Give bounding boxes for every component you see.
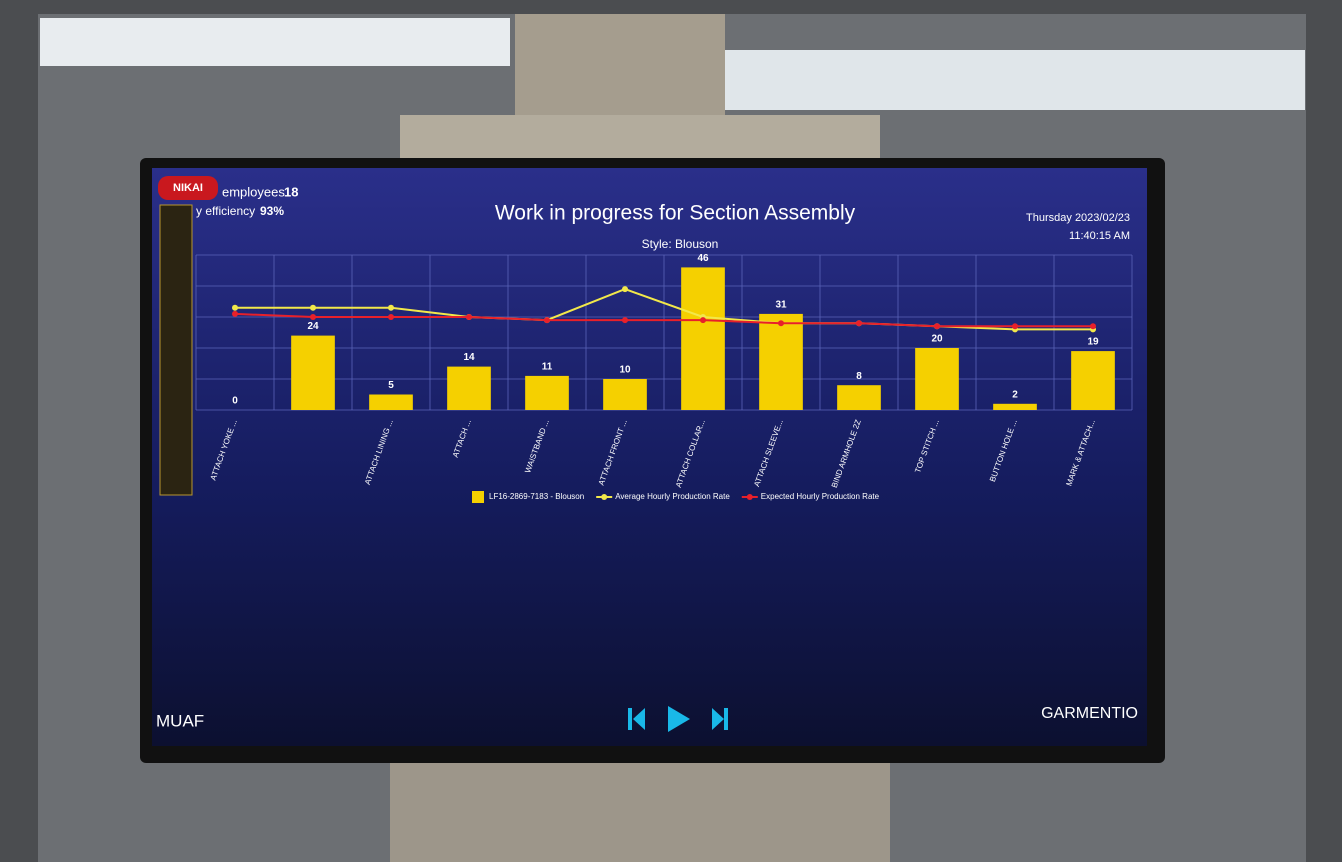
line-marker bbox=[700, 317, 706, 324]
bar bbox=[369, 394, 413, 410]
line-marker bbox=[544, 317, 550, 324]
line bbox=[234, 312, 1093, 328]
play-button[interactable] bbox=[668, 706, 690, 732]
footer-right: GARMENTIO bbox=[1041, 705, 1138, 722]
bar bbox=[681, 267, 725, 410]
line-marker bbox=[934, 323, 940, 330]
line-marker bbox=[778, 320, 784, 327]
chart-subtitle: Style: Blouson bbox=[642, 237, 719, 251]
chart-title: Work in progress for Section Assembly bbox=[495, 202, 856, 225]
bar bbox=[837, 385, 881, 410]
legend-swatch bbox=[601, 494, 608, 500]
value-label: 8 bbox=[856, 371, 862, 382]
line-marker bbox=[388, 314, 394, 320]
line-marker bbox=[1090, 323, 1096, 330]
time: 11:40:15 AM bbox=[1069, 230, 1130, 242]
value-label: 0 bbox=[232, 396, 238, 407]
tv-screen bbox=[152, 168, 1147, 746]
line-marker bbox=[232, 310, 238, 317]
value-label: 24 bbox=[307, 321, 319, 332]
line-marker bbox=[466, 314, 472, 320]
value-label: 10 bbox=[619, 365, 631, 376]
value-label: 19 bbox=[1087, 337, 1099, 348]
bar bbox=[291, 335, 335, 410]
bar bbox=[603, 379, 647, 410]
value-label: 20 bbox=[931, 334, 943, 345]
ceiling-light bbox=[725, 50, 1305, 110]
previous-button[interactable] bbox=[628, 708, 645, 730]
bar bbox=[525, 375, 569, 410]
value-label: 46 bbox=[697, 253, 709, 264]
sticker-strip bbox=[159, 204, 193, 496]
bar bbox=[1071, 351, 1115, 410]
line-marker bbox=[622, 286, 628, 293]
legend-label: LF16-2869-7183 - Blouson bbox=[489, 492, 584, 501]
brand-badge bbox=[158, 176, 218, 200]
line-marker bbox=[388, 304, 394, 311]
legend-swatch bbox=[472, 491, 484, 503]
efficiency-label: y efficiency bbox=[196, 204, 255, 218]
line-marker bbox=[232, 304, 238, 311]
line-marker bbox=[622, 317, 628, 324]
legend-label: Expected Hourly Production Rate bbox=[761, 492, 880, 501]
ceiling-light bbox=[40, 18, 510, 66]
line-marker bbox=[1012, 323, 1018, 330]
bar bbox=[447, 366, 491, 410]
value-label: 2 bbox=[1012, 389, 1018, 400]
date: Thursday 2023/02/23 bbox=[1026, 212, 1130, 224]
line-marker bbox=[856, 320, 862, 327]
legend-swatch bbox=[746, 494, 753, 500]
value-label: 11 bbox=[542, 362, 553, 373]
pillar bbox=[515, 14, 725, 124]
bar bbox=[993, 403, 1037, 410]
next-button[interactable] bbox=[712, 708, 728, 730]
brand: NIKAI bbox=[173, 182, 203, 194]
bar bbox=[759, 313, 803, 410]
pillar bbox=[390, 755, 890, 862]
employees-count: 18 bbox=[284, 184, 298, 199]
efficiency-value: 93% bbox=[260, 204, 284, 218]
footer-left: MUAF bbox=[156, 711, 204, 730]
line-marker bbox=[310, 304, 316, 311]
value-label: 31 bbox=[775, 300, 787, 311]
value-label: 5 bbox=[388, 380, 394, 391]
bar bbox=[915, 348, 959, 410]
line-marker bbox=[310, 314, 316, 320]
value-label: 14 bbox=[463, 352, 475, 363]
legend-label: Average Hourly Production Rate bbox=[615, 492, 730, 501]
media-controls bbox=[628, 706, 728, 732]
employees-label: employees bbox=[222, 184, 285, 199]
